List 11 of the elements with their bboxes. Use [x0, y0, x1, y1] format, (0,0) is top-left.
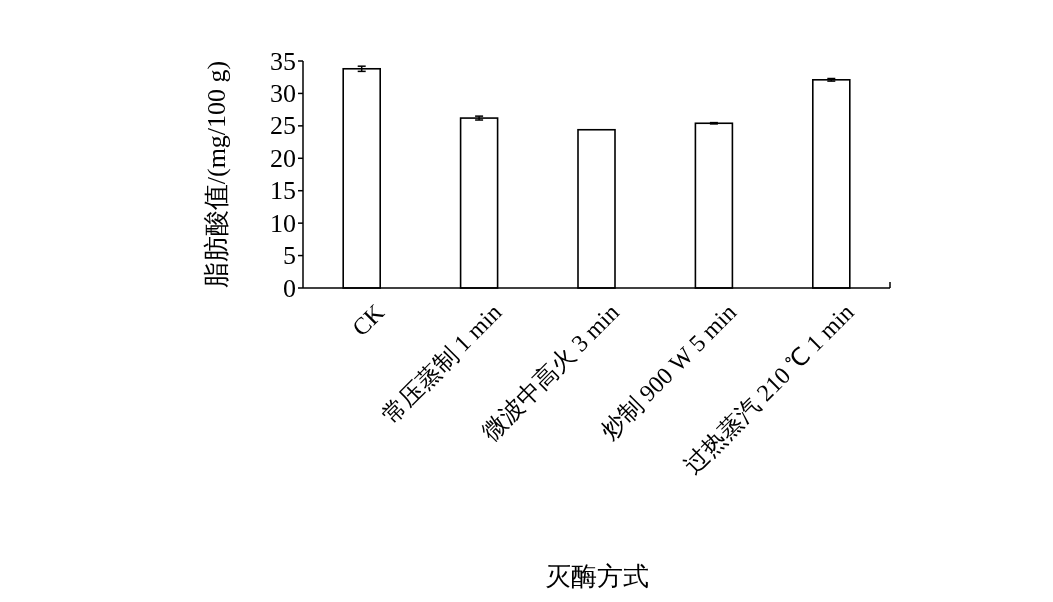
y-tick-label: 0 [283, 273, 296, 303]
y-tick-label: 20 [270, 143, 296, 173]
y-tick-label: 35 [270, 46, 296, 76]
y-tick-label: 25 [270, 111, 296, 141]
x-axis-title: 灭酶方式 [544, 562, 649, 591]
y-tick-label: 30 [270, 78, 296, 108]
y-axis-title: 脂肪酸值/(mg/100 g) [202, 60, 231, 289]
y-tick-label: 15 [270, 176, 296, 206]
y-tick-label: 10 [270, 208, 296, 238]
x-tick-label: CK [347, 298, 390, 341]
y-tick-label: 5 [283, 241, 296, 271]
